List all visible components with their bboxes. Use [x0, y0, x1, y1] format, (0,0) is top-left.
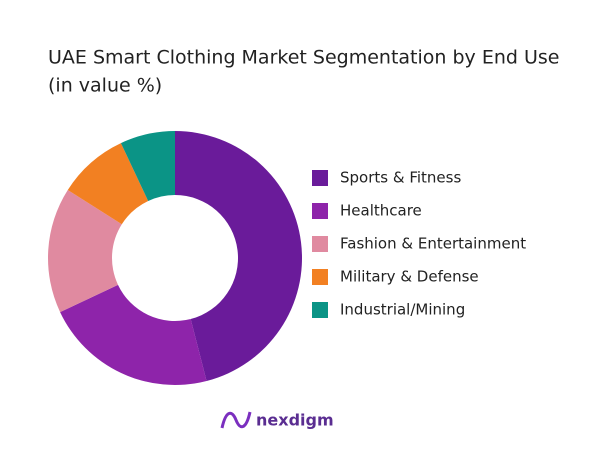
chart-title: UAE Smart Clothing Market Segmentation b… [48, 47, 559, 69]
donut-slice [175, 131, 303, 382]
donut-slice [60, 284, 207, 385]
donut-slice [67, 143, 149, 225]
legend-label: Sports & Fitness [340, 169, 461, 187]
brand-name: nexdigm [256, 411, 334, 430]
donut-slice [120, 131, 175, 201]
legend-swatch [312, 170, 328, 186]
logo-mark [220, 411, 252, 429]
brand-logo: nexdigm [220, 411, 334, 430]
legend-swatch [312, 302, 328, 318]
legend-label: Industrial/Mining [340, 301, 465, 319]
legend-swatch [312, 269, 328, 285]
legend-swatch [312, 236, 328, 252]
legend-swatch [312, 203, 328, 219]
donut-slice [48, 189, 122, 313]
legend-label: Military & Defense [340, 268, 479, 286]
legend-label: Healthcare [340, 202, 422, 220]
chart-subtitle: (in value %) [48, 75, 162, 97]
legend-label: Fashion & Entertainment [340, 235, 526, 253]
